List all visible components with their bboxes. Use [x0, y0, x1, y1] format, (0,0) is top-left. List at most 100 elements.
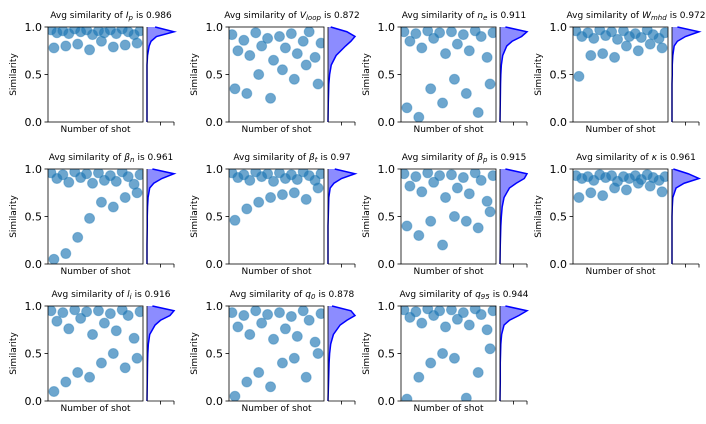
title-text: Avg similarity of	[233, 153, 306, 163]
y-tick-label: 0.0	[550, 258, 568, 271]
point	[448, 352, 460, 364]
point	[250, 306, 262, 317]
point	[606, 27, 618, 38]
title-symbol: I	[126, 11, 129, 21]
title-text: is 0.878	[318, 290, 354, 300]
y-tick-label: 1.0	[206, 300, 224, 313]
x-axis-label: Number of shot	[242, 125, 312, 135]
y-tick-label: 0.5	[25, 69, 43, 82]
points	[401, 306, 496, 401]
y-axis-label: Similarity	[362, 195, 372, 238]
point	[95, 35, 107, 47]
subplot-title: Avg similarity of Ip is 0.986	[50, 11, 172, 22]
subplot: Avg similarity of li is 0.916 0.0 0.5 1.0 Simi…	[9, 290, 176, 414]
point	[475, 31, 487, 42]
point	[437, 239, 449, 251]
point	[401, 220, 413, 232]
point	[457, 172, 469, 184]
points	[573, 169, 668, 203]
point	[437, 348, 449, 359]
point	[285, 310, 297, 322]
point	[110, 325, 122, 337]
point	[612, 33, 624, 45]
point	[48, 306, 57, 317]
point	[241, 88, 253, 99]
title-text: is 0.961	[660, 153, 696, 163]
point	[241, 203, 253, 215]
point	[95, 357, 107, 369]
point	[451, 182, 463, 194]
subplot-title: Avg similarity of q0 is 0.878	[230, 290, 355, 301]
point	[273, 307, 285, 319]
point	[250, 27, 262, 39]
point	[279, 42, 291, 54]
y-tick-label: 0.0	[206, 258, 224, 271]
y-tick-label: 0.0	[25, 116, 43, 129]
subplot-title: Avg similarity of βn is 0.961	[49, 153, 174, 164]
x-axis-label: Number of shot	[242, 404, 312, 414]
point	[276, 64, 288, 76]
title-subscript: loop	[306, 14, 322, 22]
y-tick-label: 1.0	[25, 300, 43, 313]
point	[104, 308, 116, 320]
point	[445, 169, 457, 181]
point	[48, 253, 60, 264]
point	[229, 390, 241, 401]
title-text: Avg similarity of	[224, 11, 297, 21]
point	[434, 27, 446, 39]
point	[60, 40, 72, 52]
x-axis-label: Number of shot	[586, 125, 656, 135]
title-text: is 0.97	[321, 153, 351, 163]
title-text: Avg similarity of	[402, 11, 475, 21]
point	[487, 27, 496, 39]
point	[620, 184, 632, 196]
y-tick-label: 1.0	[206, 21, 224, 34]
title-text: Avg similarity of	[402, 153, 475, 163]
point	[422, 169, 434, 179]
y-axis-label: Similarity	[362, 332, 372, 375]
point	[484, 343, 496, 355]
point	[238, 310, 250, 321]
title-text: is 0.915	[490, 153, 526, 163]
title-text: is 0.916	[135, 290, 171, 300]
x-axis-label: Number of shot	[61, 267, 131, 277]
point	[303, 314, 315, 326]
point	[253, 196, 265, 208]
title-subscript: i	[130, 293, 132, 301]
y-tick-label: 0.0	[25, 395, 43, 408]
point	[315, 308, 324, 320]
y-axis-label: Similarity	[9, 332, 19, 375]
points	[229, 306, 324, 401]
point	[87, 177, 99, 189]
point	[253, 69, 265, 80]
title-subscript: e	[483, 14, 487, 22]
axes-frame	[400, 305, 497, 402]
point	[437, 97, 449, 109]
title-text: is 0.986	[136, 11, 172, 21]
point	[644, 38, 656, 50]
y-tick-label: 0.5	[206, 211, 224, 224]
point	[268, 175, 280, 187]
point	[315, 37, 324, 49]
point	[463, 188, 475, 200]
point	[48, 386, 60, 397]
point	[635, 31, 647, 43]
title-symbol: κ	[652, 153, 658, 163]
title-text: Avg similarity of	[566, 11, 639, 21]
point	[410, 171, 422, 183]
point	[410, 306, 422, 318]
title-text: Avg similarity of	[576, 153, 649, 163]
point	[425, 215, 437, 227]
point	[451, 38, 463, 50]
point	[291, 173, 303, 185]
kde-fill	[672, 27, 699, 122]
point	[48, 42, 60, 54]
point	[107, 41, 119, 53]
title-subscript: p	[482, 156, 488, 164]
point	[632, 45, 644, 57]
title-symbol: l	[127, 290, 130, 300]
y-tick-label: 1.0	[378, 163, 396, 176]
point	[585, 50, 597, 61]
point	[300, 59, 312, 71]
point	[134, 27, 143, 37]
